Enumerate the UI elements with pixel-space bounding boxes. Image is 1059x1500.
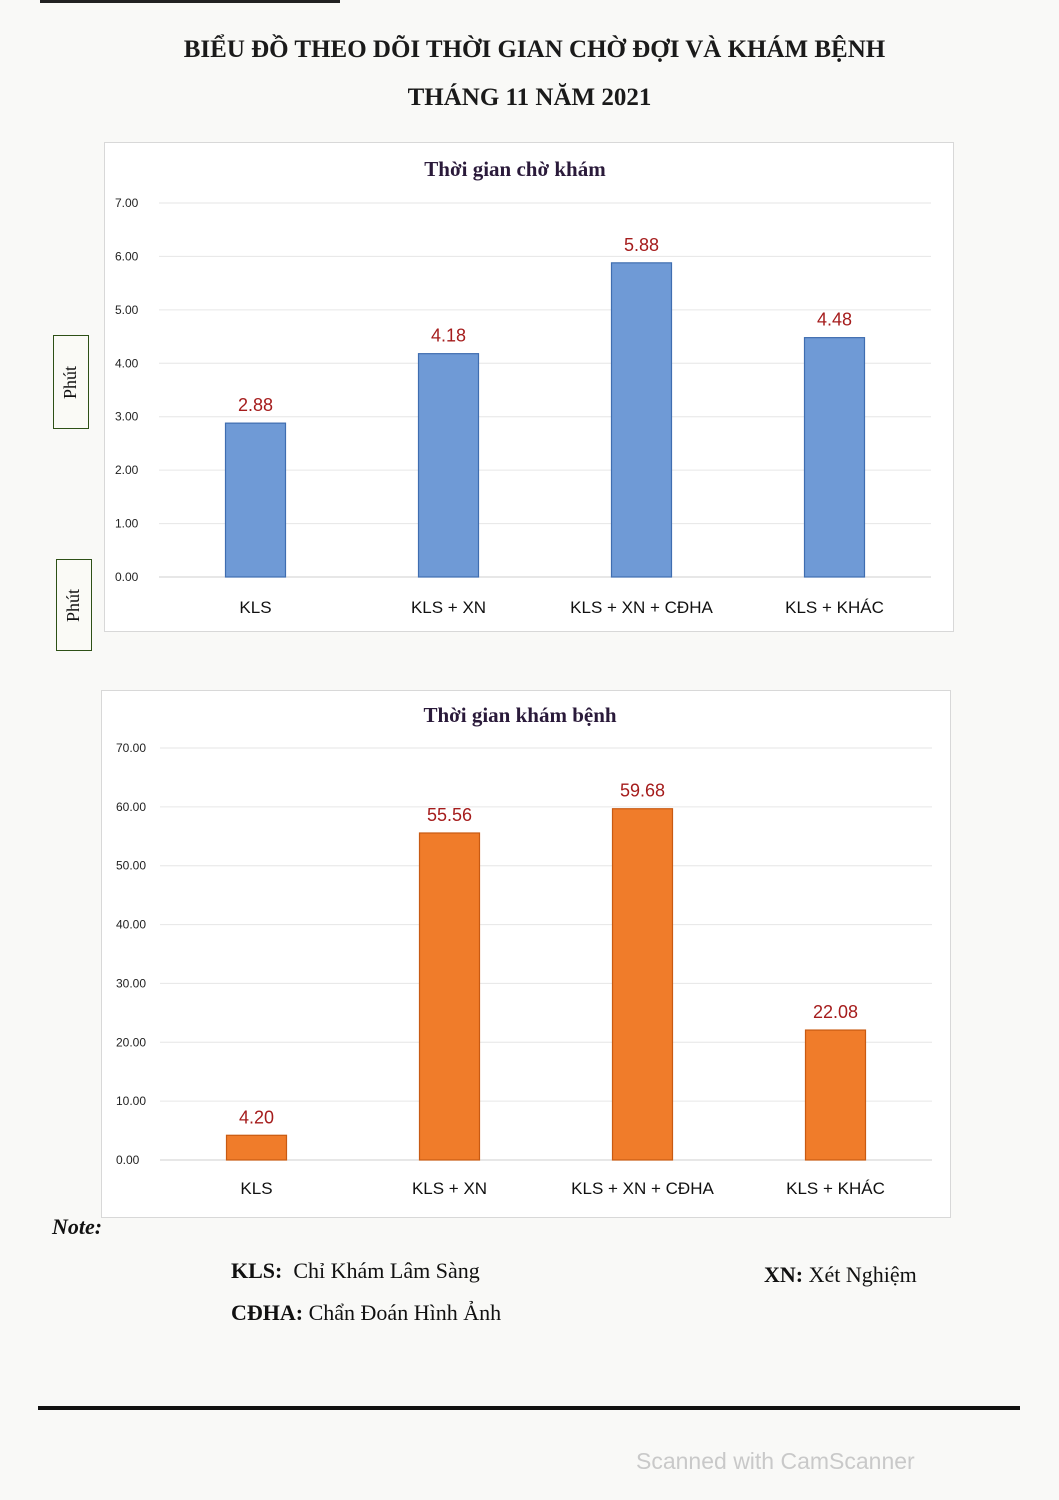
x-tick-label: KLS + XN: [412, 1179, 487, 1198]
y-tick-label: 4.00: [115, 356, 139, 370]
data-label: 5.88: [624, 235, 659, 255]
chart-exam-time-svg: Thời gian khám bệnh 0.00 10.00 20.00 30.00 40…: [116, 703, 932, 1198]
y-tick-label: 1.00: [115, 517, 139, 531]
note-cdha-abbr: CĐHA:: [231, 1300, 304, 1325]
bar: [225, 1134, 288, 1161]
page-title: BIỂU ĐỒ THEO DÕI THỜI GIAN CHỜ ĐỢI VÀ KH…: [183, 36, 886, 63]
bottom-rule: [38, 1406, 1020, 1410]
x-tick-label: KLS + XN + CĐHA: [570, 598, 713, 617]
bar: [804, 1029, 867, 1161]
data-label: 55.56: [427, 805, 472, 825]
y-tick-label: 70.00: [116, 741, 146, 755]
chart-waiting-time-svg: Thời gian chờ khám 0.00 1.00 2.00 3.00 4.00 5.…: [115, 157, 931, 617]
y-tick-label: 50.00: [116, 859, 146, 873]
bar: [224, 422, 287, 578]
y-tick-label: 10.00: [116, 1094, 146, 1108]
note-kls-text: Chỉ Khám Lâm Sàng: [293, 1258, 480, 1283]
x-tick-label: KLS + XN: [411, 598, 486, 617]
note-xn-text: Xét Nghiệm: [808, 1262, 917, 1287]
x-tick-label: KLS + XN + CĐHA: [571, 1179, 714, 1198]
y-tick-label: 3.00: [115, 410, 139, 424]
data-label: 22.08: [813, 1002, 858, 1022]
y-tick-label: 2.00: [115, 463, 139, 477]
bar: [610, 262, 673, 578]
chart-title: Thời gian chờ khám: [424, 157, 606, 181]
x-tick-label: KLS: [239, 598, 271, 617]
note-title: Note:: [52, 1214, 103, 1239]
bar: [611, 808, 674, 1161]
y-tick-label: 40.00: [116, 918, 146, 932]
y-tick-label: 30.00: [116, 976, 146, 990]
data-label: 2.88: [238, 395, 273, 415]
y-tick-label: 7.00: [115, 196, 139, 210]
note-cdha: CĐHA: Chẩn Đoán Hình Ảnh: [231, 1300, 501, 1326]
y-tick-label: 0.00: [116, 1153, 140, 1167]
note-xn-abbr: XN:: [764, 1262, 804, 1287]
watermark: Scanned with CamScanner: [636, 1448, 915, 1474]
y-unit-text-2: Phút: [63, 588, 84, 622]
bar: [417, 353, 480, 578]
y-tick-label: 60.00: [116, 800, 146, 814]
x-tick-label: KLS + KHÁC: [786, 1179, 885, 1198]
y-unit-text-1: Phút: [60, 365, 81, 399]
data-label: 59.68: [620, 781, 665, 801]
chart-title: Thời gian khám bệnh: [423, 703, 616, 727]
bar: [418, 832, 481, 1161]
top-rule: [40, 0, 340, 3]
note-kls-abbr: KLS:: [231, 1258, 283, 1283]
note-kls: KLS: Chỉ Khám Lâm Sàng: [231, 1258, 480, 1284]
x-tick-label: KLS + KHÁC: [785, 598, 884, 617]
y-tick-label: 5.00: [115, 303, 139, 317]
chart-exam-time: Thời gian khám bệnh 0.00 10.00 20.00 30.00 40…: [101, 690, 951, 1218]
data-label: 4.48: [817, 310, 852, 330]
note-xn: XN: Xét Nghiệm: [764, 1262, 917, 1288]
bar: [803, 337, 866, 578]
y-tick-label: 0.00: [115, 570, 139, 584]
y-tick-label: 6.00: [115, 249, 139, 263]
x-tick-label: KLS: [240, 1179, 272, 1198]
page-subtitle: THÁNG 11 NĂM 2021: [407, 84, 652, 111]
y-unit-label-2: Phút: [56, 559, 92, 651]
chart-waiting-time: Thời gian chờ khám 0.00 1.00 2.00 3.00 4.00 5.…: [104, 142, 954, 632]
data-label: 4.20: [239, 1107, 274, 1127]
y-unit-label-1: Phút: [53, 335, 89, 429]
note-cdha-text: Chẩn Đoán Hình Ảnh: [308, 1300, 502, 1325]
data-label: 4.18: [431, 326, 466, 346]
y-tick-label: 20.00: [116, 1035, 146, 1049]
